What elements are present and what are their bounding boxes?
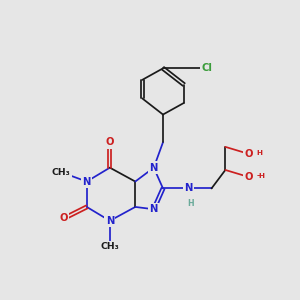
Text: O: O [244, 172, 253, 182]
Text: O: O [244, 149, 253, 159]
Text: Cl: Cl [201, 63, 212, 73]
Text: N: N [82, 176, 91, 187]
Text: N: N [150, 163, 158, 173]
Text: -H: -H [256, 173, 266, 179]
Text: N: N [106, 216, 114, 226]
Text: N: N [184, 184, 193, 194]
Text: CH₃: CH₃ [100, 242, 119, 251]
Text: N: N [150, 204, 158, 214]
Text: H: H [188, 199, 194, 208]
Text: O: O [59, 214, 68, 224]
Text: O: O [106, 137, 114, 147]
Text: CH₃: CH₃ [52, 168, 71, 177]
Text: H: H [256, 150, 262, 156]
